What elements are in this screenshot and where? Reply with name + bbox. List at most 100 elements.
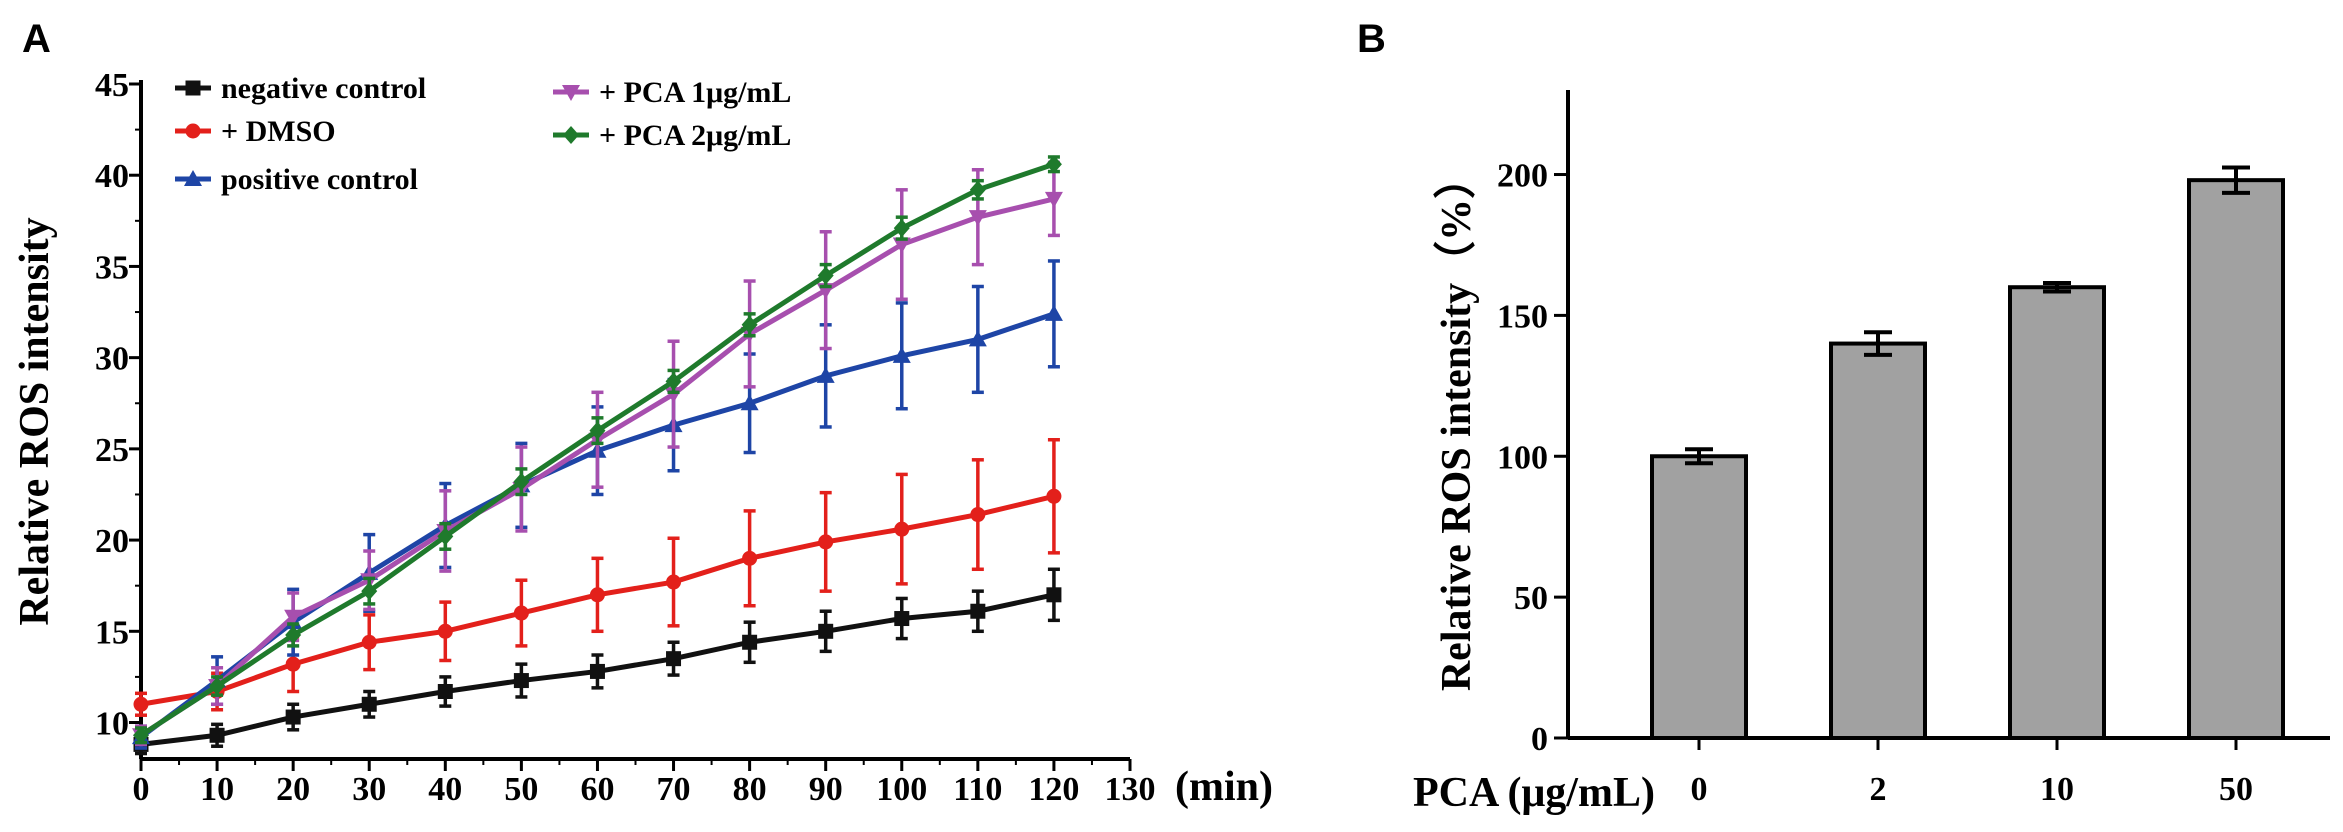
a-x-tick-label-70: 70 xyxy=(657,771,691,808)
b-bar-10 xyxy=(2008,285,2106,740)
b-y-tick-label-50: 50 xyxy=(1514,580,1548,617)
a-point-positive-control xyxy=(892,346,911,363)
a-y-tick-label-45: 45 xyxy=(95,67,129,104)
a-point-dmso xyxy=(361,634,377,650)
a-x-tick-label-60: 60 xyxy=(580,771,614,808)
a-point-positive-control xyxy=(740,394,759,411)
b-y-tick-label-150: 150 xyxy=(1497,298,1548,335)
a-legend-label-positive-control: positive control xyxy=(221,163,418,196)
a-x-tick-label-110: 110 xyxy=(953,771,1002,808)
a-point-positive-control xyxy=(1044,304,1063,321)
b-x-tick-label-10: 10 xyxy=(2040,771,2074,808)
a-x-tick-label-100: 100 xyxy=(876,771,927,808)
a-point-pca-2-g-ml xyxy=(437,527,454,546)
a-point-dmso xyxy=(970,507,986,523)
a-y-tick-label-15: 15 xyxy=(95,614,129,651)
a-legend-label-pca-1-g-ml: + PCA 1μg/mL xyxy=(599,76,791,109)
a-legend-marker-negative-control xyxy=(185,80,201,96)
a-point-negative-control xyxy=(894,611,910,627)
a-point-pca-2-g-ml xyxy=(133,726,149,745)
a-legend: negative control + DMSO positive control + … xyxy=(175,72,791,196)
a-point-dmso xyxy=(589,587,605,603)
a-legend-marker-pca-1-g-ml xyxy=(562,85,580,101)
a-x-tick-label-20: 20 xyxy=(276,771,310,808)
a-point-negative-control xyxy=(818,623,834,639)
b-y-axis-title: Relative ROS intensity（%） xyxy=(1433,157,1480,691)
a-point-dmso xyxy=(133,696,149,712)
a-point-dmso xyxy=(285,656,301,672)
a-point-pca-2-g-ml xyxy=(969,180,986,199)
a-point-positive-control xyxy=(968,330,987,347)
b-bar-0 xyxy=(1650,454,1748,740)
a-point-negative-control xyxy=(437,684,453,699)
a-point-negative-control xyxy=(513,673,529,689)
a-point-pca-1-g-ml xyxy=(968,210,987,227)
a-legend-label-negative-control: negative control xyxy=(221,72,426,105)
a-x-tick-label-130: 130 xyxy=(1105,771,1156,808)
a-point-negative-control xyxy=(285,709,301,725)
a-legend-marker-dmso xyxy=(185,123,201,139)
a-y-tick-label-40: 40 xyxy=(95,158,129,195)
a-point-dmso xyxy=(1046,488,1062,504)
panel-b: B 0 50 100 150 200 0 2 10 50 PCA (μg/mL) Relative … xyxy=(1357,17,2330,816)
a-point-pca-2-g-ml xyxy=(209,677,226,696)
panel-a-label: A xyxy=(22,17,51,61)
b-y-tick-label-0: 0 xyxy=(1531,721,1548,758)
b-bar-2 xyxy=(1829,341,1927,740)
b-x-tick-label-2: 2 xyxy=(1870,771,1887,808)
a-legend-label-pca-2-g-ml: + PCA 2μg/mL xyxy=(599,119,791,152)
a-point-negative-control xyxy=(970,603,986,619)
a-point-pca-1-g-ml xyxy=(1044,191,1063,208)
a-point-dmso xyxy=(437,623,453,639)
a-point-dmso xyxy=(742,550,758,566)
a-x-tick-label-40: 40 xyxy=(428,771,462,808)
a-legend-marker-pca-2-g-ml xyxy=(563,126,579,144)
b-x-tick-label-50: 50 xyxy=(2219,771,2253,808)
a-point-pca-2-g-ml xyxy=(893,219,910,238)
a-x-tick-label-90: 90 xyxy=(809,771,843,808)
a-point-pca-2-g-ml xyxy=(741,315,758,334)
a-point-dmso xyxy=(666,574,682,590)
a-y-tick-label-10: 10 xyxy=(95,706,129,743)
b-y-tick-label-100: 100 xyxy=(1497,439,1548,476)
a-legend-marker-positive-control xyxy=(184,170,202,186)
a-x-tick-label-50: 50 xyxy=(504,771,538,808)
a-point-pca-1-g-ml xyxy=(892,237,911,254)
a-point-pca-2-g-ml xyxy=(1045,155,1062,174)
a-x-tick-label-80: 80 xyxy=(733,771,767,808)
a-point-pca-2-g-ml xyxy=(665,372,682,391)
a-point-negative-control xyxy=(361,696,377,712)
a-point-negative-control xyxy=(209,727,225,743)
a-point-pca-1-g-ml xyxy=(284,609,303,626)
a-point-negative-control xyxy=(666,651,682,667)
a-x-tick-label-0: 0 xyxy=(133,771,150,808)
a-point-dmso xyxy=(894,521,910,537)
a-x-tick-label-10: 10 xyxy=(200,771,234,808)
a-series-pca-2-g-ml xyxy=(133,155,1062,745)
a-x-tick-label-120: 120 xyxy=(1028,771,1079,808)
a-point-negative-control xyxy=(742,634,758,650)
b-y-tick-label-200: 200 xyxy=(1497,158,1548,195)
a-y-tick-label-25: 25 xyxy=(95,432,129,469)
b-bar-50 xyxy=(2187,178,2285,741)
a-y-tick-label-30: 30 xyxy=(95,341,129,378)
a-point-dmso xyxy=(513,605,529,621)
a-point-pca-2-g-ml xyxy=(361,582,378,601)
a-y-tick-label-20: 20 xyxy=(95,523,129,560)
a-legend-label-dmso: + DMSO xyxy=(221,115,336,148)
panel-b-label: B xyxy=(1357,17,1386,61)
a-point-pca-2-g-ml xyxy=(285,625,302,644)
b-x-tick-label-0: 0 xyxy=(1691,771,1708,808)
a-y-tick-label-35: 35 xyxy=(95,249,129,286)
a-point-negative-control xyxy=(589,663,605,679)
a-point-dmso xyxy=(818,534,834,550)
a-y-axis-title: Relative ROS intensity xyxy=(12,217,58,625)
a-point-pca-2-g-ml xyxy=(589,421,606,440)
a-point-negative-control xyxy=(1046,587,1062,603)
a-x-tick-label-30: 30 xyxy=(352,771,386,808)
a-point-pca-2-g-ml xyxy=(817,266,834,285)
a-point-pca-2-g-ml xyxy=(513,472,530,491)
b-x-axis-title: PCA (μg/mL) xyxy=(1413,770,1655,816)
